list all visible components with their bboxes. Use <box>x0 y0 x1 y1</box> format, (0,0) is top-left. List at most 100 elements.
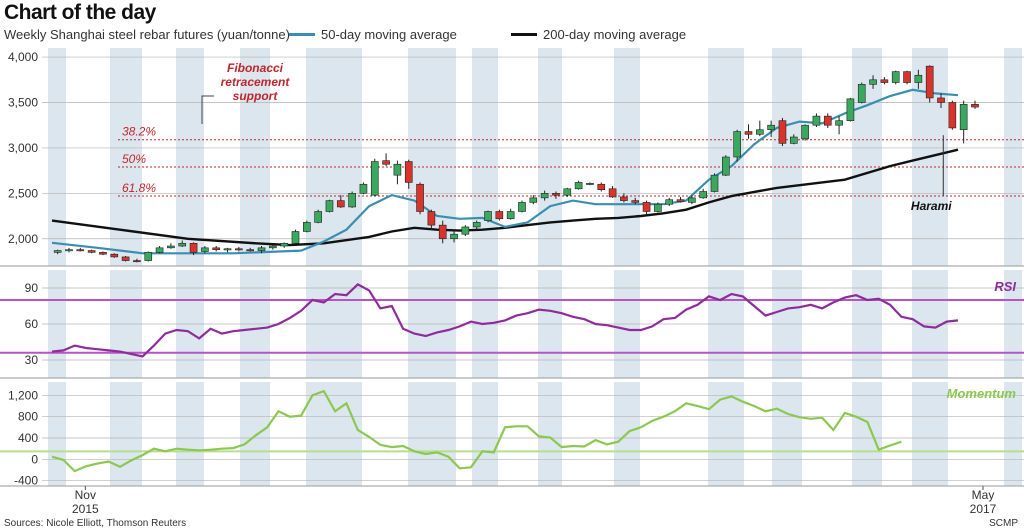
candlestick <box>733 129 741 162</box>
time-band <box>240 48 270 266</box>
candle-body <box>393 163 402 176</box>
candlestick <box>642 200 651 215</box>
chart-subtitle: Weekly Shanghai steel rebar futures (yua… <box>4 27 290 42</box>
candlestick <box>404 159 413 189</box>
candle-body <box>733 131 741 158</box>
candlestick <box>370 158 379 197</box>
candle-body <box>257 247 266 251</box>
candle-body <box>280 242 288 247</box>
candlestick <box>189 242 198 256</box>
candlestick <box>654 202 662 213</box>
candlestick <box>710 173 719 193</box>
candle-body <box>880 79 889 83</box>
candlestick <box>835 116 843 135</box>
candle-body <box>552 193 560 196</box>
candle-body <box>710 174 719 192</box>
momentum-title: Momentum <box>947 386 1017 401</box>
candle-body <box>642 202 651 212</box>
candle-body <box>450 233 458 240</box>
candle-body <box>269 245 277 249</box>
candlestick <box>291 229 300 245</box>
candlestick <box>450 229 458 243</box>
candlestick <box>789 134 798 145</box>
candlestick <box>925 65 934 103</box>
candle-body <box>722 156 730 176</box>
candlestick <box>495 209 504 221</box>
time-band <box>176 48 204 266</box>
candle-body <box>959 104 968 131</box>
candlestick <box>53 249 62 255</box>
candlestick <box>597 182 606 192</box>
y-tick-label: 30 <box>25 353 39 367</box>
time-band <box>176 382 204 486</box>
legend-ma50-label: 50-day moving average <box>321 27 457 42</box>
candlestick <box>971 100 979 109</box>
candle-body <box>744 131 753 135</box>
candlestick <box>665 197 674 207</box>
candlestick <box>257 246 266 254</box>
candle-body <box>495 211 504 220</box>
candle-body <box>53 250 62 253</box>
time-band <box>614 48 640 266</box>
y-tick-label: 0 <box>31 452 38 466</box>
time-band <box>852 382 882 486</box>
candle-body <box>540 193 549 199</box>
candlestick <box>676 196 685 203</box>
candle-body <box>767 124 775 131</box>
time-band <box>912 382 948 486</box>
y-tick-label: 1,200 <box>8 388 38 402</box>
candle-body <box>438 224 447 240</box>
candlestick <box>563 187 572 197</box>
candlestick <box>620 193 628 203</box>
time-band <box>306 48 362 266</box>
y-tick-label: 3,000 <box>8 141 38 155</box>
candle-body <box>416 183 424 212</box>
candlestick <box>869 75 877 89</box>
x-tick-sublabel: 2015 <box>72 502 99 516</box>
time-band <box>408 382 456 486</box>
candlestick <box>393 160 402 185</box>
candle-body <box>665 199 674 205</box>
fib-level-label: 38.2% <box>122 125 156 139</box>
candlestick <box>461 225 470 237</box>
candlestick <box>506 208 515 220</box>
time-band <box>472 48 498 266</box>
candle-body <box>586 183 594 185</box>
candlestick <box>959 100 968 144</box>
candle-body <box>167 245 175 249</box>
candlestick <box>767 120 775 138</box>
candle-body <box>472 222 481 228</box>
candle-body <box>110 253 119 258</box>
legend-ma200: 200-day moving average <box>511 27 686 42</box>
candle-body <box>155 247 164 253</box>
candle-body <box>133 260 141 263</box>
candlestick <box>336 195 345 208</box>
candlestick <box>303 220 311 233</box>
candlestick <box>857 82 866 104</box>
candle-body <box>699 191 707 199</box>
candle-body <box>891 71 900 83</box>
candle-body <box>314 211 322 223</box>
candlestick <box>937 93 945 108</box>
candle-body <box>914 74 923 83</box>
candle-body <box>789 136 798 144</box>
candlestick <box>574 180 583 190</box>
candlestick <box>133 258 141 263</box>
candlestick <box>823 113 832 128</box>
time-band <box>408 48 456 266</box>
candle-body <box>99 252 107 255</box>
candle-body <box>620 196 628 201</box>
ma200-line <box>51 148 959 247</box>
y-tick-label: 800 <box>18 410 38 424</box>
candlestick <box>552 191 560 199</box>
candle-body <box>676 199 685 202</box>
candle-body <box>529 197 538 203</box>
time-band <box>772 382 802 486</box>
candlestick <box>880 77 889 85</box>
y-tick-label: -400 <box>14 474 38 488</box>
candle-body <box>518 202 526 212</box>
candlestick <box>484 210 492 223</box>
time-band <box>472 382 498 486</box>
candlestick <box>87 249 96 254</box>
candle-body <box>506 211 515 220</box>
